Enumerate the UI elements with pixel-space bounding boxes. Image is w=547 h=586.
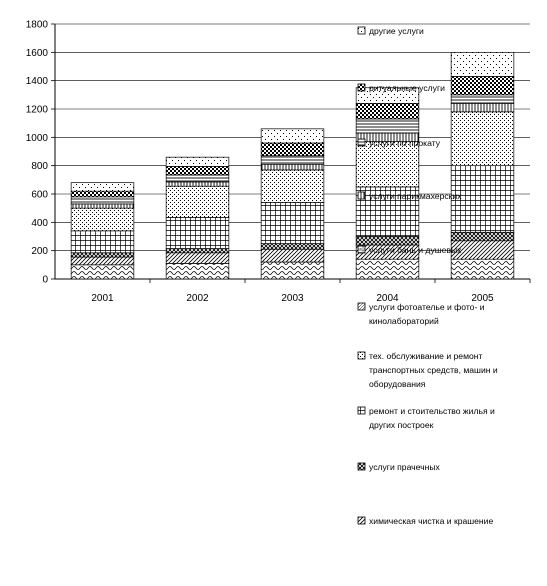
bar-segment — [355, 236, 420, 246]
bar-segment — [70, 190, 135, 198]
bar-segment — [70, 256, 135, 266]
legend-label: услуги парикмахерских — [369, 191, 462, 201]
y-tick-label: 800 — [31, 161, 48, 172]
legend-label: транспортных средств, машин и — [369, 365, 498, 375]
bar-segment — [355, 118, 420, 134]
y-tick-label: 1400 — [26, 76, 49, 87]
bar-segment — [260, 169, 325, 203]
legend-label: услуги прачечных — [369, 462, 441, 472]
bar-segment — [70, 203, 135, 209]
bar-segment — [450, 165, 515, 233]
legend-swatch — [357, 516, 366, 525]
legend-swatch — [357, 351, 366, 360]
x-tick-label: 2002 — [186, 293, 209, 304]
bar-segment — [165, 217, 230, 249]
legend-label: другие услуги — [369, 26, 424, 36]
bar-segment — [260, 261, 325, 280]
bar-segment — [70, 182, 135, 192]
bar-segment — [355, 141, 420, 188]
bar-segment — [70, 230, 135, 254]
bar-segment — [165, 174, 230, 183]
y-tick-label: 1800 — [26, 20, 49, 31]
x-tick-label: 2001 — [91, 293, 114, 304]
legend-swatch — [357, 462, 366, 471]
y-tick-label: 1000 — [26, 133, 49, 144]
legend-label: ремонт и стоительство жилья и — [369, 406, 495, 416]
bar-segment — [355, 87, 420, 104]
y-tick-label: 400 — [31, 218, 48, 229]
bar-segment — [355, 186, 420, 237]
legend-swatch — [357, 406, 366, 415]
bar-segment — [260, 128, 325, 144]
legend-label: услуги фотоателье и фото- и — [369, 302, 485, 312]
bar-segment — [450, 94, 515, 104]
legend-label: оборудования — [369, 379, 426, 389]
bars — [70, 51, 515, 280]
legend-label: тех. обслуживание и ремонт — [369, 351, 483, 361]
bar-segment — [70, 252, 135, 258]
legend-swatch — [357, 191, 366, 200]
y-tick-label: 200 — [31, 246, 48, 257]
legend-swatch — [357, 83, 366, 92]
bar-segment — [260, 155, 325, 165]
bar-segment — [450, 76, 515, 96]
x-tick-label: 2004 — [376, 293, 399, 304]
y-tick-label: 0 — [42, 275, 48, 286]
bar-segment — [450, 111, 515, 167]
bar-segment — [165, 185, 230, 218]
bar-segment — [355, 102, 420, 120]
legend: другие услуги ритуальные услуги услуги по … — [357, 26, 498, 526]
legend-label: услуги по прокату — [369, 138, 441, 148]
legend-swatch — [357, 26, 366, 35]
bar-segment — [260, 163, 325, 171]
bar-segment — [355, 258, 420, 280]
bar-segment — [260, 142, 325, 157]
bar-segment — [165, 166, 230, 176]
legend-label: услуги бань и душевых — [369, 245, 462, 255]
bar-segment — [260, 243, 325, 250]
bar-segment — [165, 263, 230, 280]
legend-label: других построек — [369, 420, 434, 430]
bar-segment — [165, 156, 230, 167]
legend-swatch — [357, 302, 366, 311]
legend-swatch — [357, 138, 366, 147]
legend-label: кинолабораторий — [369, 316, 439, 326]
y-tick-label: 1600 — [26, 48, 49, 59]
bar-segment — [70, 264, 135, 280]
bar-segment — [70, 196, 135, 205]
bar-segment — [165, 248, 230, 254]
bar-segment — [260, 248, 325, 263]
bar-segment — [165, 252, 230, 264]
bar-segment — [450, 51, 515, 77]
x-tick-label: 2003 — [281, 293, 304, 304]
legend-label: ритуальные услуги — [369, 83, 445, 93]
bar-segment — [70, 207, 135, 232]
bar-segment — [260, 202, 325, 244]
legend-swatch — [357, 245, 366, 254]
y-tick-label: 600 — [31, 190, 48, 201]
bar-segment — [450, 231, 515, 242]
bar-segment — [165, 181, 230, 187]
x-tick-label: 2005 — [471, 293, 494, 304]
bar-segment — [450, 102, 515, 113]
y-tick-label: 1200 — [26, 105, 49, 116]
legend-label: химическая чистка и крашение — [369, 516, 493, 526]
bar-segment — [450, 258, 515, 280]
